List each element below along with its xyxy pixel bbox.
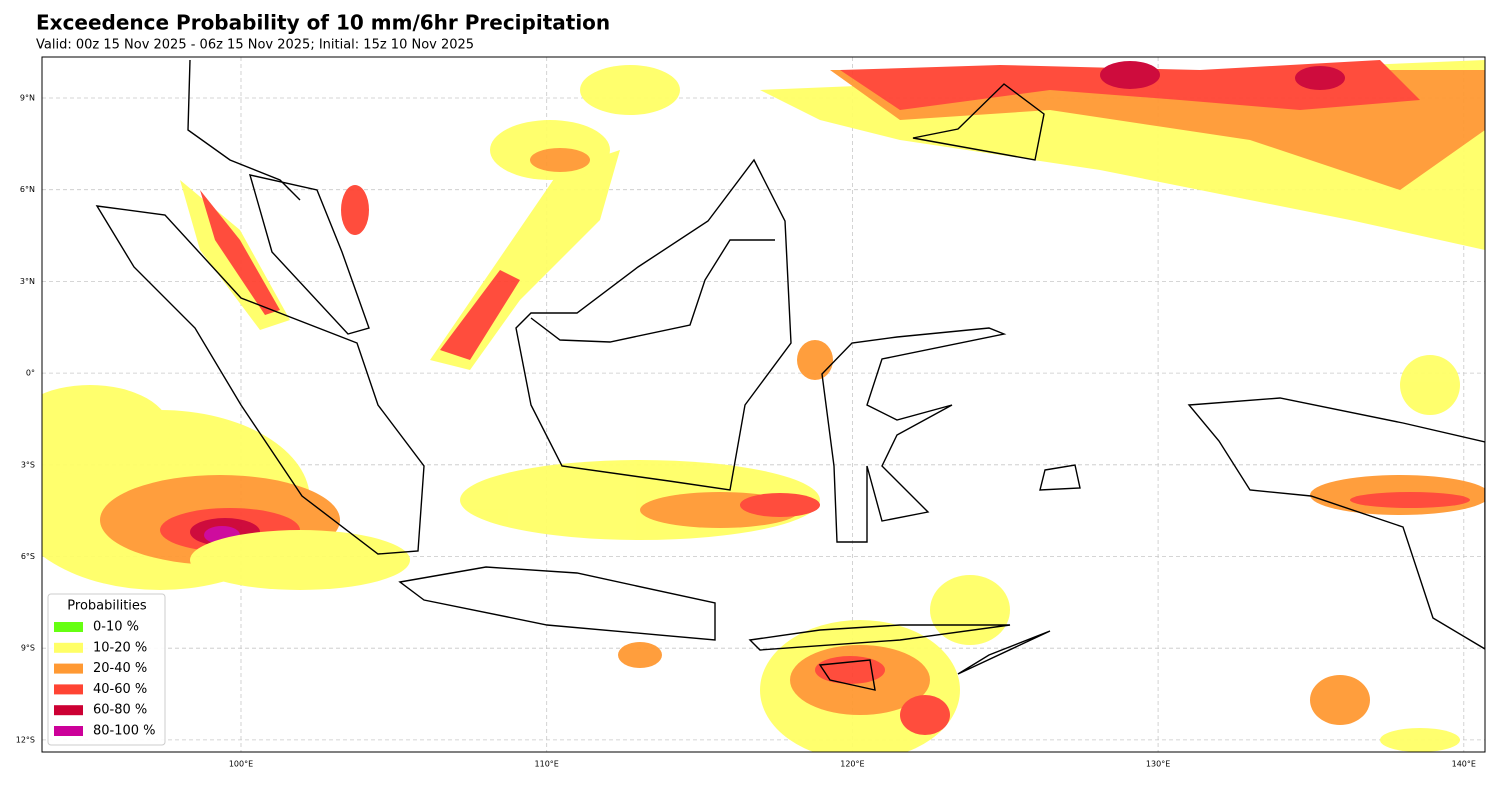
lat-label: 9°S	[21, 644, 35, 653]
lat-label: 9°N	[20, 94, 35, 103]
legend-items: 0-10 % 10-20 % 20-40 % 40-60 % 60-80 % 80-100…	[54, 620, 156, 739]
lat-label: 3°N	[20, 277, 35, 286]
lon-label: 110°E	[535, 760, 559, 769]
lon-label: 130°E	[1146, 760, 1170, 769]
legend-swatch	[54, 642, 83, 653]
precip-field	[42, 60, 1485, 752]
map-area	[42, 57, 1485, 752]
legend-label: 80-100 %	[93, 724, 156, 739]
axis-labels: 9°N 6°N 3°N 0° 3°S 6°S 9°S 12°S 100°E 110°E 120°E 1…	[16, 94, 1476, 769]
legend-swatch	[54, 663, 83, 674]
lon-label: 140°E	[1452, 760, 1476, 769]
lon-label: 100°E	[229, 760, 253, 769]
subtitle: Valid: 00z 15 Nov 2025 - 06z 15 Nov 2025…	[36, 38, 474, 53]
legend-label: 0-10 %	[93, 620, 139, 635]
legend-title: Probabilities	[67, 599, 147, 614]
legend-label: 10-20 %	[93, 640, 147, 655]
legend-swatch	[54, 705, 83, 716]
lat-label: 6°N	[20, 185, 35, 194]
lat-label: 0°	[26, 369, 35, 378]
legend-swatch	[54, 726, 83, 736]
legend-label: 40-60 %	[93, 682, 147, 697]
lat-label: 12°S	[16, 735, 35, 744]
lat-label: 6°S	[21, 552, 35, 561]
legend-label: 20-40 %	[93, 661, 147, 676]
title: Exceedence Probability of 10 mm/6hr Prec…	[36, 11, 610, 35]
legend-swatch	[54, 684, 83, 695]
coastlines	[95, 59, 1485, 691]
legend: Probabilities 0-10 % 10-20 % 20-40 % 40-60 …	[47, 593, 166, 746]
map-frame	[41, 56, 1486, 753]
lon-label: 120°E	[840, 760, 864, 769]
legend-label: 60-80 %	[93, 703, 147, 718]
legend-swatch	[54, 622, 83, 632]
lat-label: 3°S	[21, 460, 35, 469]
graticule	[42, 57, 1485, 752]
